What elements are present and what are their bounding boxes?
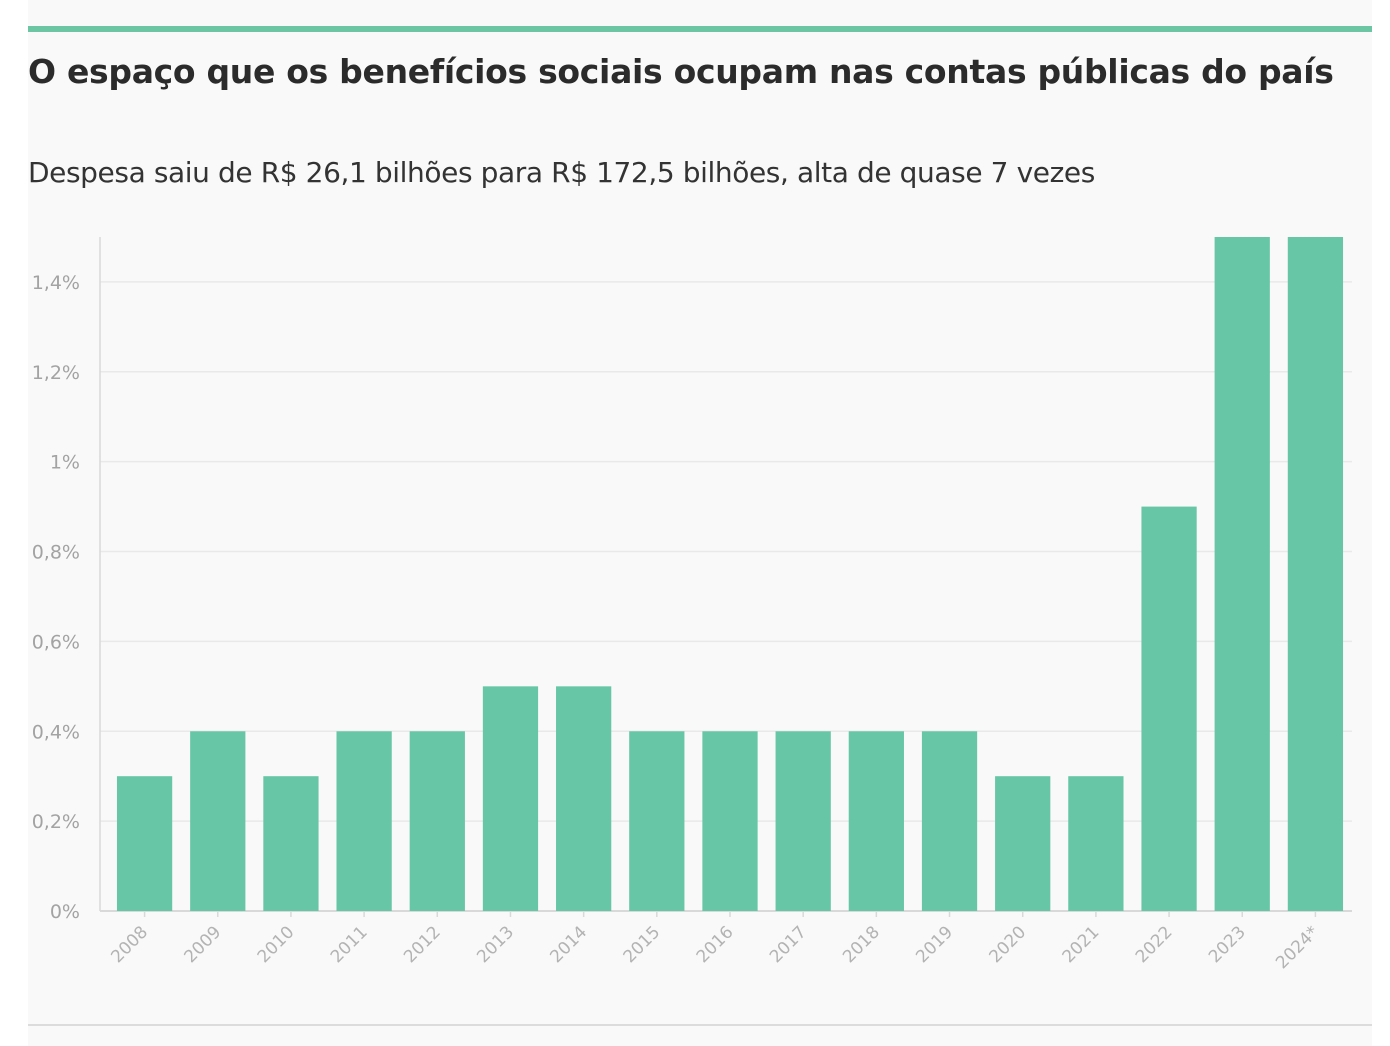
- y-tick-label: 1,4%: [32, 272, 80, 294]
- y-tick-label: 0,6%: [32, 631, 80, 653]
- bar-2016: [702, 731, 758, 911]
- y-tick-label: 1%: [50, 452, 80, 474]
- bar-2021: [1068, 776, 1124, 911]
- x-tick-label: 2013: [473, 922, 518, 967]
- x-tick-label: 2014: [546, 922, 591, 967]
- bar-2023: [1214, 237, 1270, 911]
- x-tick-label: 2024*: [1272, 922, 1323, 973]
- x-tick-label: 2016: [693, 922, 738, 967]
- bar-2013: [482, 686, 539, 911]
- y-axis: 0% 0,2% 0,4% 0,6% 0,8% 1% 1,2% 1,4%: [32, 237, 101, 923]
- bar-2018: [848, 731, 904, 911]
- bar-2024*: [1287, 237, 1344, 911]
- x-tick-label: 2008: [107, 922, 152, 967]
- x-tick-label: 2010: [254, 922, 299, 967]
- y-tick-label: 0,4%: [32, 721, 80, 743]
- x-tick-label: 2011: [327, 922, 372, 967]
- bar-2008: [116, 776, 173, 911]
- x-tick-label: 2020: [986, 922, 1031, 967]
- y-tick-label: 0,8%: [32, 542, 80, 564]
- bar-2015: [629, 731, 685, 911]
- bar-2011: [336, 731, 392, 911]
- bar-2017: [775, 731, 831, 911]
- chart-card: O espaço que os benefícios sociais ocupa…: [28, 0, 1372, 1046]
- y-tick-label: 1,2%: [32, 362, 80, 384]
- bar-2019: [921, 731, 978, 911]
- x-axis: 2008 2009 2010 2011 2012 2013 2014 2015 2016 2017…: [107, 911, 1323, 973]
- bar-chart: 0% 0,2% 0,4% 0,6% 0,8% 1% 1,2% 1,4% 2008 2009 201…: [32, 237, 1352, 973]
- x-tick-label: 2019: [912, 922, 957, 967]
- chart-title: O espaço que os benefícios sociais ocupa…: [28, 52, 1334, 91]
- bar-2012: [409, 731, 465, 911]
- x-tick-label: 2009: [181, 922, 226, 967]
- bar-2020: [995, 776, 1051, 911]
- x-tick-label: 2022: [1132, 922, 1177, 967]
- x-tick-label: 2021: [1059, 922, 1104, 967]
- y-tick-label: 0,2%: [32, 811, 80, 833]
- bar-2009: [190, 731, 246, 911]
- x-tick-label: 2012: [400, 922, 445, 967]
- x-tick-label: 2017: [766, 922, 811, 967]
- x-tick-label: 2023: [1205, 922, 1250, 967]
- bar-2010: [263, 776, 319, 911]
- bar-2014: [556, 686, 612, 911]
- y-tick-label: 0%: [50, 901, 80, 923]
- bottom-rule: [28, 1024, 1372, 1026]
- bars: [116, 237, 1344, 911]
- bar-2022: [1141, 506, 1197, 911]
- x-tick-label: 2015: [620, 922, 665, 967]
- chart-subtitle: Despesa saiu de R$ 26,1 bilhões para R$ …: [28, 156, 1095, 189]
- x-tick-label: 2018: [839, 922, 884, 967]
- accent-rule: [28, 26, 1372, 32]
